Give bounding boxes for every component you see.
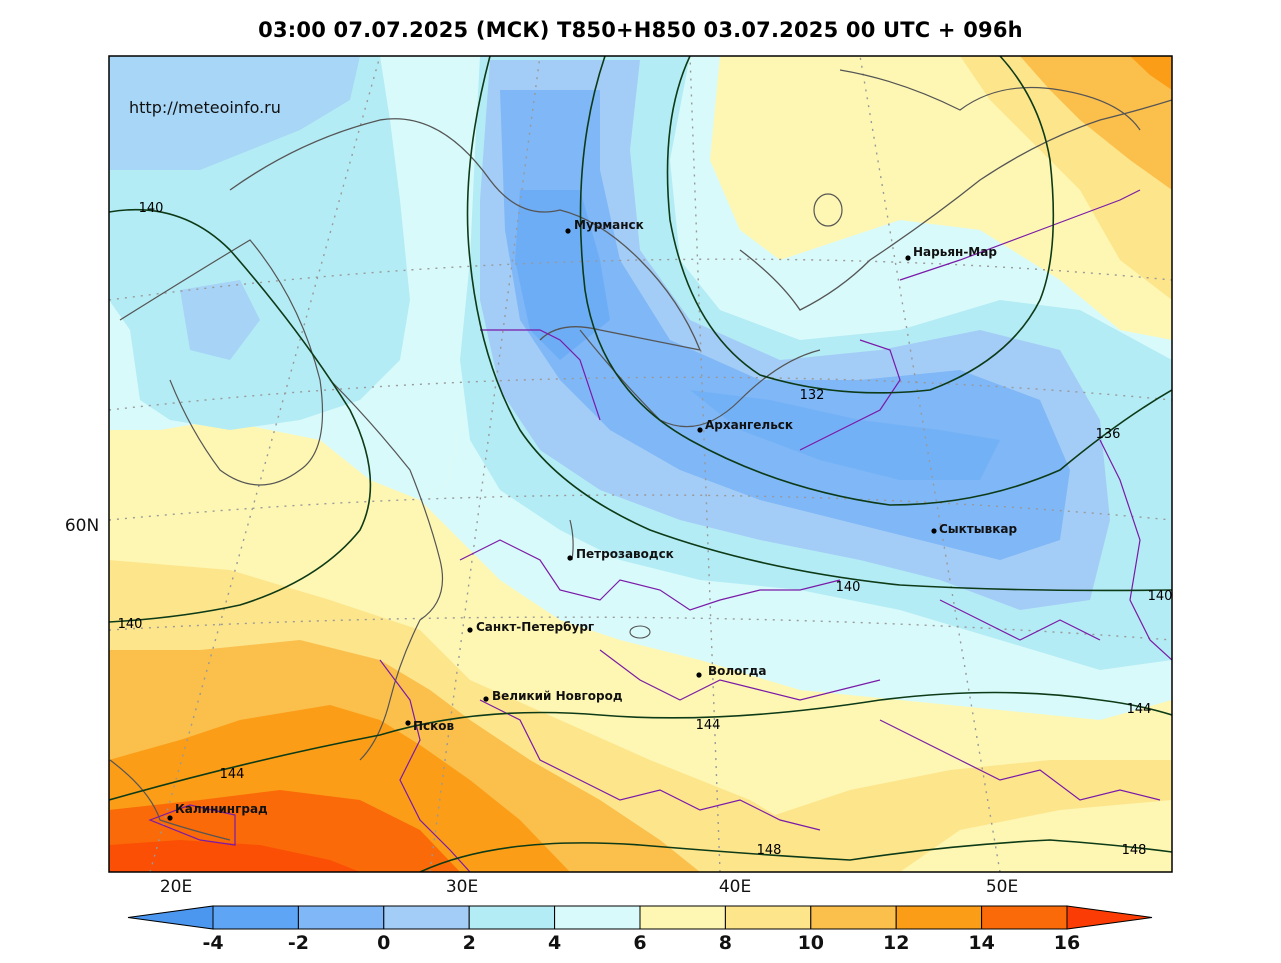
colorbar-tick-label: 14 [968, 932, 994, 954]
isohypse-label: 140 [1148, 589, 1173, 604]
svg-text:140: 140 [118, 617, 143, 632]
colorbar-segment [895, 905, 983, 930]
lon-tick-20e: 20E [160, 877, 192, 897]
svg-text:Калининград: Калининград [175, 802, 268, 816]
lat-tick-60n: 60N [65, 516, 99, 536]
colorbar-segment [810, 905, 897, 930]
svg-text:132: 132 [800, 388, 825, 403]
colorbar-segment [212, 905, 299, 930]
svg-text:140: 140 [1148, 589, 1173, 604]
colorbar-tick-label: 12 [883, 932, 909, 954]
isohypse-label: 140 [118, 617, 143, 632]
city-murmansk: Мурманск [565, 218, 644, 234]
city-arkhangelsk: Архангельск [697, 418, 793, 433]
isohypse-label: 144 [696, 718, 721, 733]
colorbar-segment [639, 905, 726, 930]
svg-text:Великий Новгород: Великий Новгород [492, 689, 623, 703]
city-kaliningrad: Калининград [167, 802, 268, 821]
city-petrozavodsk: Петрозаводск [567, 547, 674, 561]
colorbar-segment [297, 905, 385, 930]
colorbar-segment [554, 905, 641, 930]
isohypse-label: 144 [1127, 702, 1152, 717]
colorbar-segment [724, 905, 812, 930]
colorbar-extend-high [1066, 905, 1153, 930]
isohypse-label: 144 [220, 767, 245, 782]
colorbar-tick-label: 2 [463, 932, 476, 954]
colorbar-segment [981, 905, 1068, 930]
lon-tick-40e: 40E [719, 877, 751, 897]
coastlines [109, 69, 1172, 841]
city-saint-petersburg: Санкт-Петербург [467, 620, 594, 634]
isohypse-label: 140 [836, 580, 861, 595]
colorbar-tick-label: -2 [288, 932, 309, 954]
isohypses [109, 56, 1172, 872]
source-url: http://meteoinfo.ru [129, 98, 281, 117]
svg-text:Архангельск: Архангельск [705, 418, 793, 432]
isohypse-label: 136 [1096, 427, 1121, 442]
svg-text:144: 144 [696, 718, 721, 733]
city-pskov: Псков [405, 719, 455, 733]
colorbar-tick-label: 4 [548, 932, 561, 954]
isohypse-label: 132 [800, 388, 825, 403]
colorbar-tick-label: 8 [719, 932, 732, 954]
city-veliky-novgorod: Великий Новгород [483, 689, 623, 703]
svg-text:Нарьян-Мар: Нарьян-Мар [913, 245, 997, 259]
colorbar-tick-label: -4 [202, 932, 223, 954]
colorbar: -4 -2 0 2 4 6 8 10 12 14 16 [127, 905, 1153, 954]
colorbar-segment [383, 905, 470, 930]
svg-text:144: 144 [1127, 702, 1152, 717]
svg-text:136: 136 [1096, 427, 1121, 442]
svg-text:140: 140 [139, 201, 164, 216]
admin-borders [148, 189, 1172, 872]
graticule [109, 56, 1172, 872]
svg-text:Мурманск: Мурманск [574, 218, 644, 232]
svg-text:Псков: Псков [413, 719, 455, 733]
colorbar-segment [468, 905, 556, 930]
svg-text:144: 144 [220, 767, 245, 782]
isohypse-label: 148 [757, 843, 782, 858]
temperature-field [109, 56, 1172, 872]
svg-text:148: 148 [1122, 843, 1147, 858]
colorbar-tick-label: 0 [377, 932, 390, 954]
svg-text:Вологда: Вологда [708, 664, 766, 678]
colorbar-tick-label: 6 [633, 932, 646, 954]
svg-text:Сыктывкар: Сыктывкар [939, 522, 1017, 536]
isohypse-labels: 140 140 132 136 140 140 144 144 144 148 … [118, 201, 1173, 858]
isohypse-label: 140 [139, 201, 164, 216]
lon-tick-50e: 50E [986, 877, 1018, 897]
cities: Мурманск Нарьян-Мар Архангельск Сыктывка… [167, 218, 1017, 821]
svg-text:Санкт-Петербург: Санкт-Петербург [476, 620, 594, 634]
city-naryan-mar: Нарьян-Мар [905, 245, 997, 261]
map-frame [108, 55, 1173, 873]
svg-text:140: 140 [836, 580, 861, 595]
colorbar-extend-low [127, 905, 214, 930]
map-title: 03:00 07.07.2025 (МСК) T850+H850 03.07.2… [258, 18, 1023, 42]
isohypse-label: 148 [1122, 843, 1147, 858]
city-vologda: Вологда [696, 664, 766, 678]
svg-text:Петрозаводск: Петрозаводск [576, 547, 674, 561]
colorbar-tick-label: 10 [798, 932, 824, 954]
svg-text:148: 148 [757, 843, 782, 858]
colorbar-tick-label: 16 [1054, 932, 1080, 954]
city-syktyvkar: Сыктывкар [931, 522, 1017, 536]
lon-tick-30e: 30E [446, 877, 478, 897]
